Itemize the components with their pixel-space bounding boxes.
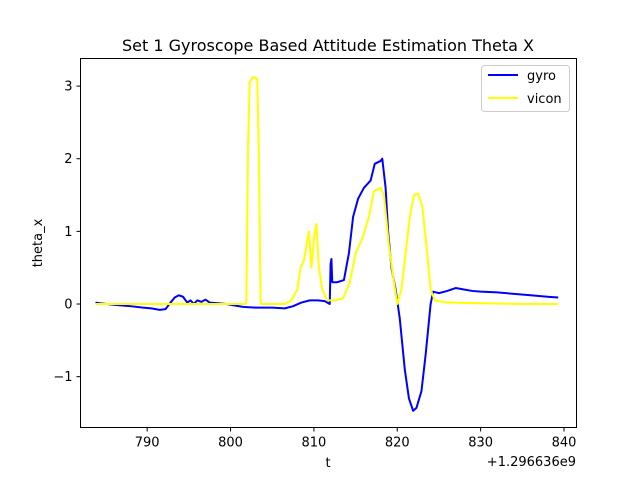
series-line-vicon [95,75,559,306]
x-axis: 790 800 810 820 830 840 [135,427,577,451]
x-tick-label: 840 [552,436,577,451]
x-tick-label: 800 [218,436,243,451]
y-tick-label: −1 [53,370,72,385]
y-tick-label: 0 [64,298,72,313]
x-tick-label: 820 [385,436,410,451]
plot-area [80,58,577,428]
y-axis: −1 0 1 2 3 [53,80,81,385]
y-tick-label: 3 [64,80,72,95]
x-tick-label: 810 [301,436,326,451]
x-tick-label: 790 [135,436,160,451]
x-axis-label: t [325,456,330,471]
legend-box [481,65,570,112]
legend-label-gyro: gyro [527,69,556,84]
legend-label-vicon: vicon [527,92,562,107]
x-offset-label: +1.296636e9 [487,455,576,470]
legend: gyro vicon [481,65,570,112]
series-layer [95,75,559,412]
x-tick-label: 830 [468,436,493,451]
axes-frame [80,58,577,428]
y-axis-label: theta_x [31,218,46,267]
chart-title: Set 1 Gyroscope Based Attitude Estimatio… [122,36,534,55]
y-tick-label: 1 [64,225,72,240]
series-line-gyro [95,157,559,412]
y-tick-label: 2 [64,152,72,167]
